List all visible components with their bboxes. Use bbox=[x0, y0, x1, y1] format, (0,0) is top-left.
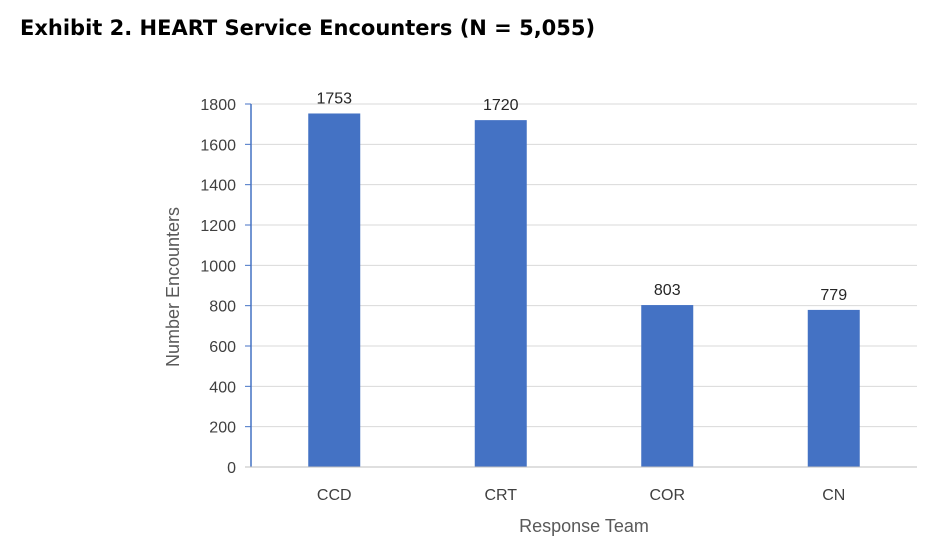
x-axis-title: Response Team bbox=[519, 516, 649, 536]
data-labels: 1753 1720 803 779 bbox=[316, 90, 847, 303]
x-tick-label: CCD bbox=[317, 487, 352, 504]
x-tick-label: COR bbox=[649, 487, 685, 504]
y-tick-label: 1800 bbox=[200, 97, 236, 114]
bar-crt bbox=[474, 120, 527, 467]
x-axis-ticks: CCD CRT COR CN bbox=[317, 487, 845, 504]
y-tick-label: 200 bbox=[209, 420, 236, 437]
y-tick-label: 400 bbox=[209, 379, 236, 396]
bar-cn bbox=[807, 309, 860, 467]
x-tick-label: CN bbox=[822, 487, 845, 504]
chart-title: Exhibit 2. HEART Service Encounters (N =… bbox=[20, 16, 596, 40]
y-tick-label: 1400 bbox=[200, 178, 236, 195]
y-tick-label: 1000 bbox=[200, 258, 236, 275]
y-tick-label: 0 bbox=[227, 460, 236, 477]
y-tick-label: 1200 bbox=[200, 218, 236, 235]
y-tick-label: 1600 bbox=[200, 137, 236, 154]
data-label: 779 bbox=[820, 287, 847, 304]
y-axis-title: Number Encounters bbox=[163, 207, 183, 367]
bar-cor bbox=[641, 305, 694, 467]
gridlines bbox=[251, 103, 917, 428]
data-label: 1753 bbox=[316, 90, 352, 107]
bars bbox=[308, 113, 860, 467]
bar-ccd bbox=[308, 113, 361, 467]
data-label: 1720 bbox=[483, 97, 519, 114]
x-tick-label: CRT bbox=[484, 487, 517, 504]
y-axis-ticks: 0 200 400 600 800 1000 1200 1400 1600 1800 bbox=[200, 97, 251, 477]
y-tick-label: 600 bbox=[209, 339, 236, 356]
data-label: 803 bbox=[654, 282, 681, 299]
y-tick-label: 800 bbox=[209, 299, 236, 316]
